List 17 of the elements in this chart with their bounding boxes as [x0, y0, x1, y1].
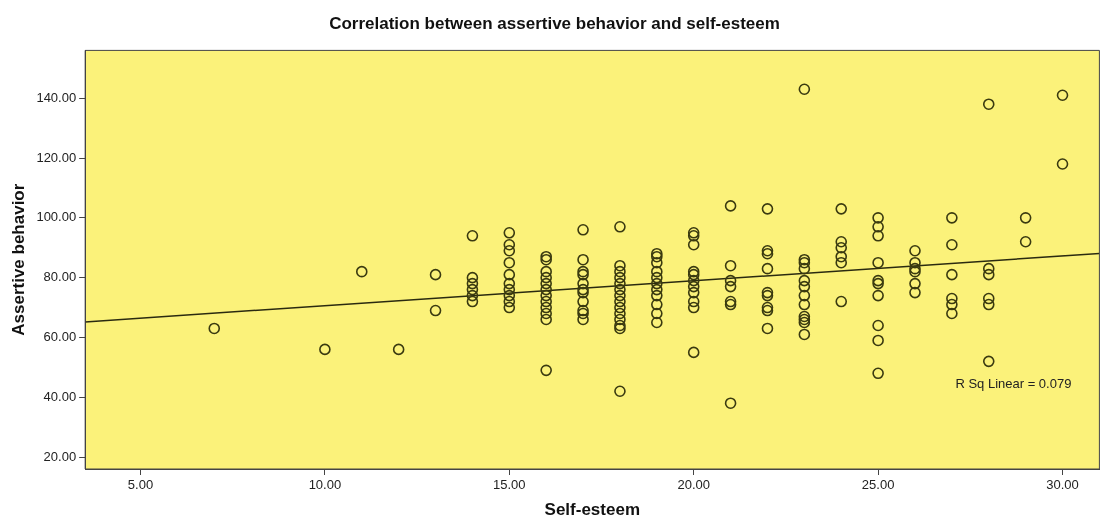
y-tick-label: 60.00 — [43, 329, 77, 345]
y-tick-label: 20.00 — [43, 448, 77, 464]
x-tick-label: 5.00 — [127, 477, 154, 493]
y-tick-label: 140.00 — [36, 89, 77, 105]
y-tick-label: 120.00 — [36, 149, 77, 165]
chart-title: Correlation between assertive behavior and self-esteem — [329, 13, 780, 33]
y-tick-label: 100.00 — [36, 209, 77, 225]
x-tick-label: 20.00 — [677, 477, 710, 493]
y-tick-label: 40.00 — [43, 388, 77, 404]
x-tick-label: 30.00 — [1046, 477, 1079, 493]
y-axis-title: Assertive behavior — [8, 183, 28, 336]
y-tick-label: 80.00 — [43, 269, 77, 285]
x-tick-label: 15.00 — [493, 477, 526, 493]
annotation: R Sq Linear = 0.079 — [955, 375, 1072, 391]
x-axis-title: Self-esteem — [544, 500, 640, 520]
x-tick-label: 10.00 — [308, 477, 342, 493]
x-tick-label: 25.00 — [861, 477, 895, 493]
